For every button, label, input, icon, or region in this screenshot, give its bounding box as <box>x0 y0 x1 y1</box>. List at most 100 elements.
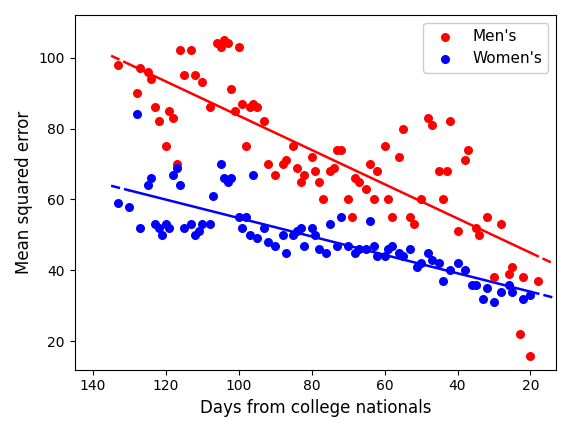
Women's <box>405 246 415 253</box>
Women's <box>168 171 178 178</box>
Women's <box>518 295 528 302</box>
Men's <box>384 196 393 203</box>
Men's <box>245 104 254 111</box>
Women's <box>249 171 258 178</box>
Women's <box>399 253 408 260</box>
Men's <box>282 157 291 164</box>
Women's <box>333 242 342 249</box>
Men's <box>220 36 229 43</box>
Women's <box>508 288 517 295</box>
Men's <box>424 114 433 121</box>
Women's <box>373 253 382 260</box>
Men's <box>497 221 506 228</box>
Men's <box>325 168 335 175</box>
Women's <box>362 246 371 253</box>
Legend: Men's, Women's: Men's, Women's <box>424 22 548 73</box>
Men's <box>446 118 455 125</box>
Women's <box>154 224 163 231</box>
Men's <box>161 143 170 150</box>
Men's <box>242 143 251 150</box>
Women's <box>216 161 225 168</box>
Men's <box>172 161 182 168</box>
Women's <box>208 192 218 199</box>
Men's <box>409 221 419 228</box>
Women's <box>263 238 272 245</box>
Women's <box>413 264 422 270</box>
Women's <box>190 232 199 238</box>
Men's <box>464 146 473 153</box>
Women's <box>435 260 444 267</box>
Men's <box>132 89 141 96</box>
Men's <box>333 146 342 153</box>
Men's <box>187 47 196 54</box>
Men's <box>362 185 371 192</box>
Women's <box>220 175 229 181</box>
Men's <box>471 224 480 231</box>
Men's <box>114 61 123 68</box>
Men's <box>292 164 301 171</box>
Men's <box>405 214 415 221</box>
Women's <box>315 246 324 253</box>
Women's <box>395 249 404 256</box>
Women's <box>296 224 305 231</box>
Men's <box>307 153 316 160</box>
Men's <box>428 121 437 128</box>
Women's <box>176 182 185 189</box>
Women's <box>504 281 513 288</box>
Women's <box>282 249 291 256</box>
Men's <box>278 161 287 168</box>
Women's <box>355 246 364 253</box>
Men's <box>212 40 222 47</box>
Women's <box>468 281 477 288</box>
Men's <box>154 118 163 125</box>
Women's <box>387 242 396 249</box>
Men's <box>147 76 156 83</box>
Women's <box>147 175 156 181</box>
Women's <box>497 288 506 295</box>
Men's <box>439 196 448 203</box>
Men's <box>336 146 345 153</box>
Women's <box>380 253 389 260</box>
Men's <box>504 270 513 277</box>
Men's <box>435 168 444 175</box>
Women's <box>194 228 203 235</box>
Men's <box>198 79 207 86</box>
Women's <box>365 217 375 224</box>
Men's <box>489 274 498 281</box>
Men's <box>475 232 484 238</box>
Women's <box>325 221 335 228</box>
Women's <box>242 214 251 221</box>
Men's <box>387 214 396 221</box>
Men's <box>179 72 188 79</box>
Men's <box>136 65 145 72</box>
Women's <box>198 221 207 228</box>
Men's <box>518 274 528 281</box>
Men's <box>347 214 356 221</box>
Women's <box>292 228 301 235</box>
Men's <box>508 264 517 270</box>
Men's <box>365 161 375 168</box>
Men's <box>205 104 214 111</box>
Men's <box>216 44 225 51</box>
Men's <box>176 47 185 54</box>
Women's <box>478 295 488 302</box>
Men's <box>533 278 542 285</box>
Men's <box>165 107 174 114</box>
Men's <box>453 228 462 235</box>
Women's <box>161 221 170 228</box>
Men's <box>315 178 324 185</box>
Women's <box>369 242 378 249</box>
Women's <box>172 164 182 171</box>
Men's <box>231 107 240 114</box>
Men's <box>263 161 272 168</box>
Women's <box>471 281 480 288</box>
Women's <box>300 242 309 249</box>
Men's <box>351 175 360 181</box>
Women's <box>416 260 425 267</box>
Women's <box>238 224 247 231</box>
Women's <box>158 232 167 238</box>
Women's <box>245 232 254 238</box>
Women's <box>150 221 159 228</box>
Men's <box>380 143 389 150</box>
Men's <box>344 196 353 203</box>
